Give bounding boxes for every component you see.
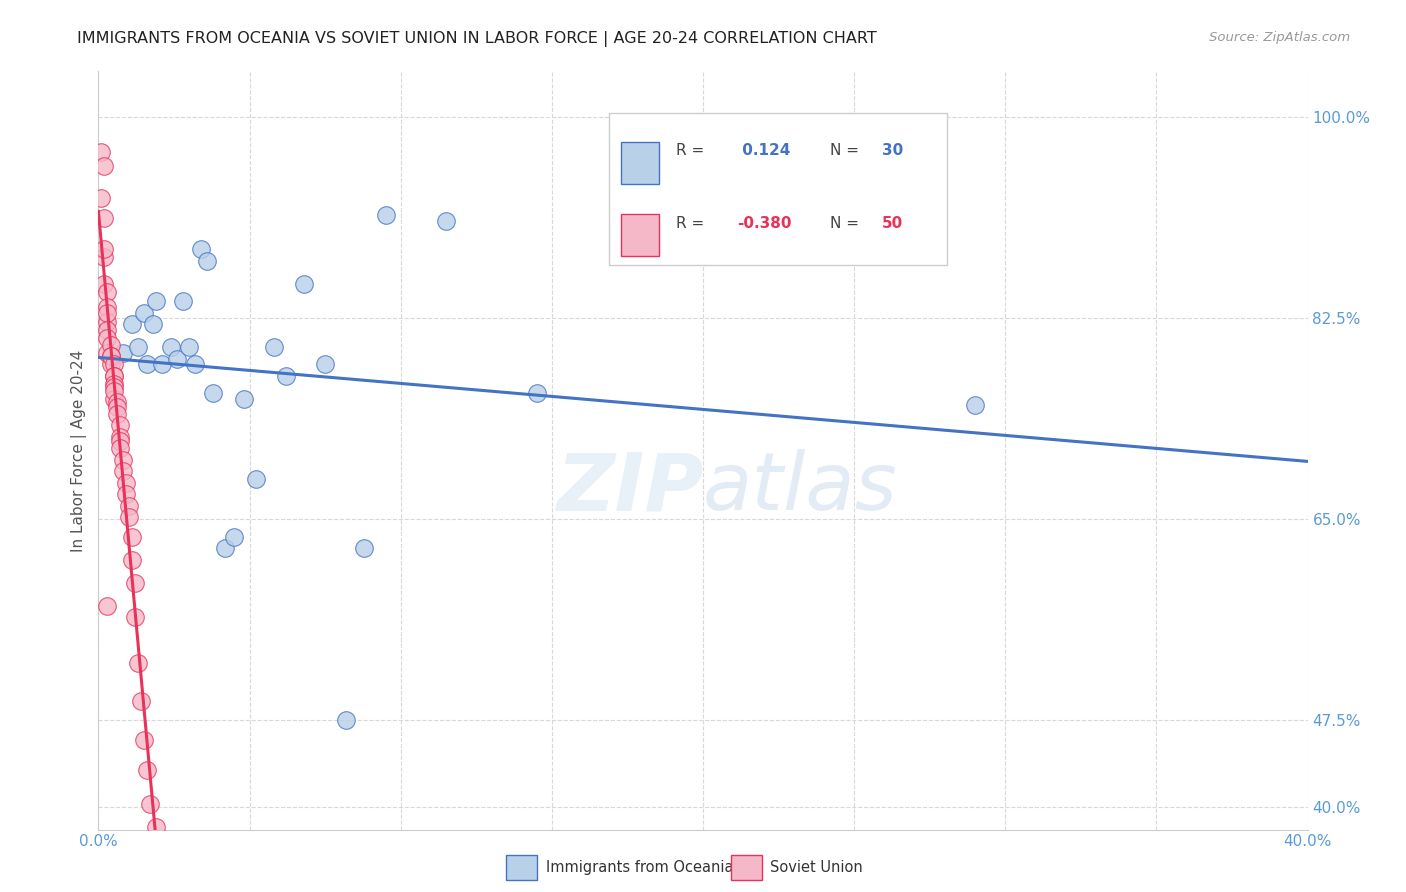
Point <box>103 368 125 383</box>
Point <box>96 599 118 613</box>
Point <box>121 530 143 544</box>
Point <box>274 368 297 383</box>
Point <box>135 357 157 371</box>
Text: -0.380: -0.380 <box>737 216 792 230</box>
Point <box>263 340 285 354</box>
Point <box>100 349 122 363</box>
Point <box>335 714 357 728</box>
Point <box>96 305 118 319</box>
Text: R =: R = <box>676 216 704 230</box>
Point <box>114 487 136 501</box>
Point <box>179 340 201 354</box>
Point <box>103 392 125 406</box>
Point <box>103 376 125 391</box>
Point <box>184 357 207 371</box>
FancyBboxPatch shape <box>609 113 948 265</box>
Y-axis label: In Labor Force | Age 20-24: In Labor Force | Age 20-24 <box>72 350 87 551</box>
Point <box>160 340 183 354</box>
Point <box>96 323 118 337</box>
Point <box>166 351 188 366</box>
Point <box>103 380 125 394</box>
Point <box>127 340 149 354</box>
Point <box>105 407 128 421</box>
Point <box>105 400 128 414</box>
Point <box>124 610 146 624</box>
Point <box>190 243 212 257</box>
Point <box>121 317 143 331</box>
Point <box>111 452 134 467</box>
Point <box>965 397 987 411</box>
Point <box>124 575 146 590</box>
Point <box>96 331 118 345</box>
Point <box>314 357 336 371</box>
Point <box>132 305 155 319</box>
Point <box>150 847 173 862</box>
Point <box>93 159 115 173</box>
Text: N =: N = <box>830 144 859 159</box>
Point <box>353 541 375 555</box>
Point <box>202 386 225 401</box>
Point <box>434 213 457 227</box>
Point <box>145 820 167 834</box>
Point <box>96 346 118 360</box>
Point <box>245 472 267 486</box>
Point <box>214 541 236 555</box>
Text: ZIP: ZIP <box>555 450 703 527</box>
Point <box>108 441 131 455</box>
Point <box>121 552 143 566</box>
Point <box>111 346 134 360</box>
Point <box>195 254 218 268</box>
Text: Immigrants from Oceania: Immigrants from Oceania <box>546 860 733 874</box>
Point <box>224 530 246 544</box>
Point <box>108 434 131 449</box>
Point <box>139 797 162 812</box>
Point <box>135 763 157 777</box>
Point <box>100 357 122 371</box>
Text: 50: 50 <box>882 216 903 230</box>
Point <box>108 430 131 444</box>
Text: 30: 30 <box>882 144 903 159</box>
Point <box>172 294 194 309</box>
FancyBboxPatch shape <box>621 142 659 184</box>
Point <box>93 277 115 291</box>
Point <box>96 315 118 329</box>
Point <box>90 191 112 205</box>
Point <box>103 384 125 398</box>
Point <box>374 208 396 222</box>
Text: R =: R = <box>676 144 704 159</box>
Text: atlas: atlas <box>703 450 898 527</box>
Point <box>93 211 115 226</box>
Text: Source: ZipAtlas.com: Source: ZipAtlas.com <box>1209 31 1350 45</box>
Point <box>100 338 122 352</box>
Point <box>96 285 118 299</box>
Point <box>103 357 125 371</box>
Point <box>100 349 122 363</box>
Point <box>118 510 141 524</box>
Point <box>111 464 134 478</box>
Text: N =: N = <box>830 216 859 230</box>
Point <box>114 475 136 490</box>
Point <box>93 251 115 265</box>
Text: 0.124: 0.124 <box>737 144 790 159</box>
Text: Soviet Union: Soviet Union <box>770 860 863 874</box>
Point <box>150 357 173 371</box>
Point <box>103 368 125 383</box>
Point <box>132 733 155 747</box>
Point <box>105 395 128 409</box>
Point <box>292 277 315 291</box>
Point <box>129 694 152 708</box>
Point <box>93 243 115 257</box>
Point <box>127 656 149 670</box>
Text: IMMIGRANTS FROM OCEANIA VS SOVIET UNION IN LABOR FORCE | AGE 20-24 CORRELATION C: IMMIGRANTS FROM OCEANIA VS SOVIET UNION … <box>77 31 877 47</box>
Point <box>108 418 131 433</box>
Point <box>90 145 112 159</box>
Point <box>118 499 141 513</box>
Point <box>232 392 254 406</box>
Point <box>142 317 165 331</box>
Point <box>96 300 118 314</box>
FancyBboxPatch shape <box>621 214 659 256</box>
Point <box>145 294 167 309</box>
Point <box>526 386 548 401</box>
